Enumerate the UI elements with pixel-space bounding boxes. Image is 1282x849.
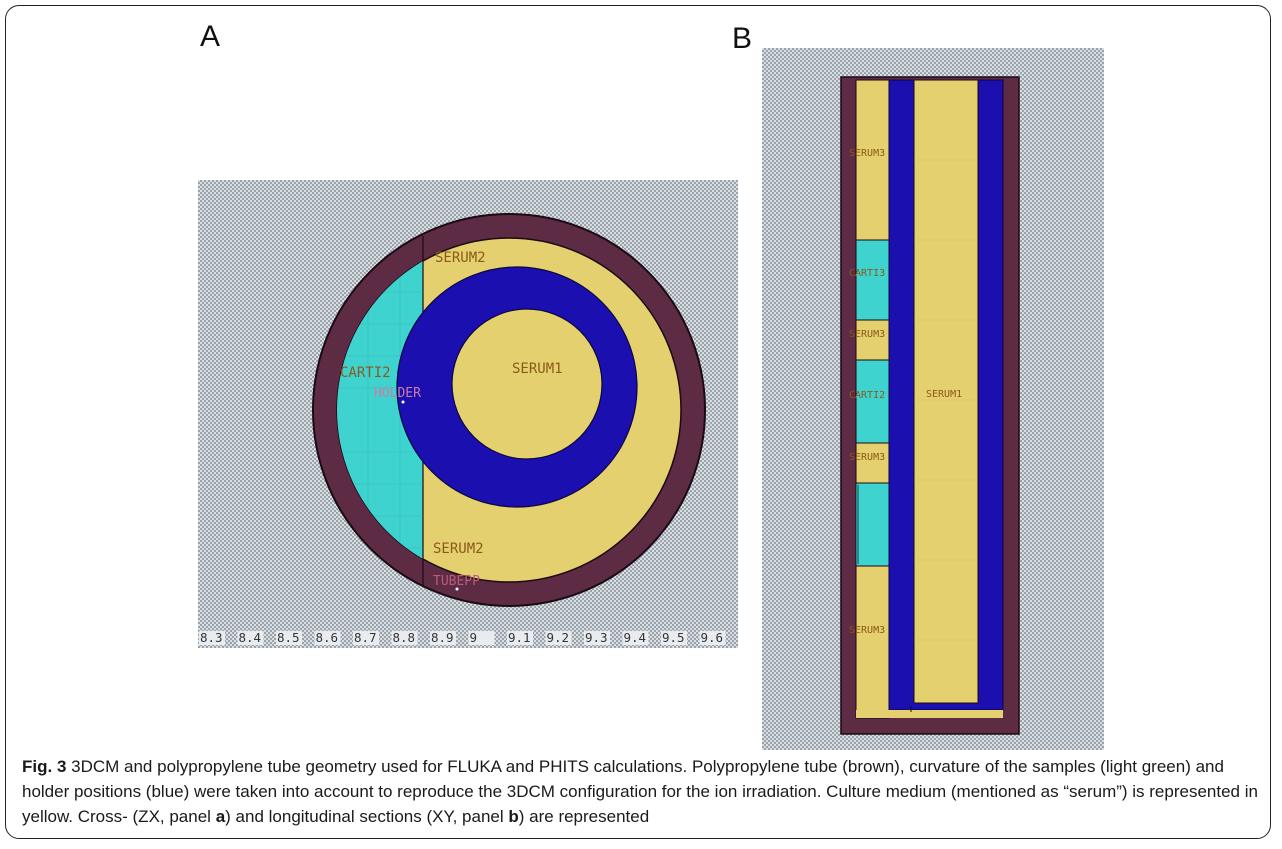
- caption-panel-a: a: [215, 807, 226, 826]
- cartilage-segment-2: [855, 359, 890, 444]
- panel-b-label: B: [732, 22, 753, 55]
- tick-label-bg: [276, 631, 302, 645]
- label-cartilage-segment-1: CARTI3: [849, 268, 885, 279]
- panel-a-label: A: [200, 20, 221, 53]
- tick-label: 8.3: [200, 630, 223, 645]
- tick-label: 8.6: [316, 630, 339, 645]
- tick-label-bg: [314, 631, 341, 645]
- label-cartilage-segment-2: CARTI2: [849, 390, 885, 401]
- tick-label-bg: [468, 631, 495, 645]
- cartilage-segment-3: [855, 482, 890, 567]
- cross-section-panel: SERUM2 CARTI2 HOLDER SERUM1 SERUM2 TUBEP…: [198, 180, 738, 648]
- tick-label: 9.3: [585, 630, 608, 645]
- serum1-region: [451, 308, 603, 460]
- tube-origin-dot: [455, 587, 459, 591]
- label-tubepp: TUBEPP: [433, 574, 480, 589]
- label-carti2: CARTI2: [340, 365, 391, 381]
- tick-label: 9.1: [508, 630, 531, 645]
- caption-fig-number: Fig. 3: [22, 757, 67, 776]
- label-serum2-bottom: SERUM2: [433, 541, 484, 557]
- tick-label-bg: [699, 631, 726, 645]
- bottom-serum-gap: [856, 710, 1003, 718]
- label-serum-segment-4: SERUM3: [849, 625, 885, 636]
- tick-label: 9.2: [547, 630, 570, 645]
- caption-panel-b: b: [508, 807, 519, 826]
- caption-text-2: ) and longitudinal sections (XY, panel: [225, 807, 509, 826]
- tick-label: 8.4: [239, 630, 262, 645]
- tick-label: 8.7: [354, 630, 377, 645]
- tick-label: 8.5: [277, 630, 300, 645]
- tick-label-bg: [391, 631, 418, 645]
- label-serum2-top: SERUM2: [435, 250, 486, 266]
- tick-labels: 8.3 8.4 8.5 8.6 8.7 8.8 8.9 9 9.1 9.2 9.3 9.4 9.5 9.6: [199, 630, 726, 645]
- figure-frame: [5, 5, 1271, 839]
- label-holder: HOLDER: [374, 386, 421, 401]
- label-serum-segment-1: SERUM3: [849, 148, 885, 159]
- longitudinal-grid: [914, 159, 978, 641]
- cartilage-segment-3-edge: [856, 485, 859, 564]
- tick-label-bg: [661, 631, 687, 645]
- serum-segment-1: [855, 79, 890, 241]
- tick-label: 9.4: [624, 630, 647, 645]
- tick-label-bg: [622, 631, 649, 645]
- holder-origin-dot: [401, 400, 405, 404]
- caption-text-1: 3DCM and polypropylene tube geometry use…: [22, 757, 1258, 826]
- tick-label-bg: [237, 631, 264, 645]
- label-serum-segment-2: SERUM3: [849, 329, 885, 340]
- serum1-column: [913, 79, 979, 704]
- label-serum1-column: SERUM1: [926, 389, 962, 400]
- tick-label: 8.8: [393, 630, 416, 645]
- cartilage-segment-1: [855, 239, 890, 321]
- tick-label-bg: [507, 631, 533, 645]
- label-serum-segment-3: SERUM3: [849, 452, 885, 463]
- tick-label: 9: [470, 630, 478, 645]
- tick-label-bg: [584, 631, 610, 645]
- tick-label-bg: [353, 631, 379, 645]
- serum-segment-3: [855, 442, 890, 484]
- tick-label: 9.5: [662, 630, 685, 645]
- tick-label-bg: [199, 631, 225, 645]
- serum-segment-2: [855, 319, 890, 361]
- caption-text-3: ) are represented: [518, 807, 650, 826]
- label-serum1: SERUM1: [512, 361, 563, 377]
- tick-label-bg: [430, 631, 456, 645]
- tick-label: 8.9: [431, 630, 454, 645]
- serum-segment-4: [855, 565, 890, 719]
- tick-label: 9.6: [701, 630, 724, 645]
- longitudinal-section-panel: SERUM3 CARTI3 SERUM3 CARTI2 SERUM3 SERUM…: [762, 48, 1104, 750]
- tick-label-bg: [545, 631, 572, 645]
- figure-caption: Fig. 3 3DCM and polypropylene tube geome…: [22, 754, 1262, 829]
